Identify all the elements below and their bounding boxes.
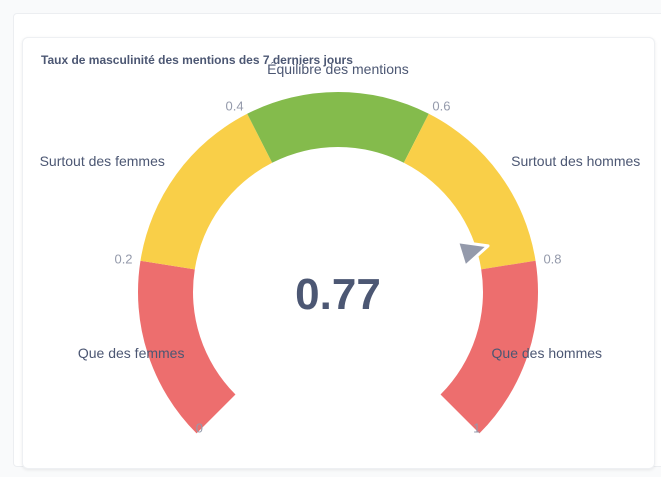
gauge-segment-labels: Que des femmes Surtout des femmes Équilibr…: [40, 61, 641, 361]
gauge-tick-label: 0: [196, 421, 203, 436]
gauge-needle: [455, 240, 490, 268]
gauge-segment-label: Équilibre des mentions: [267, 61, 409, 77]
card-title[interactable]: Taux de masculinité des mentions des 7 d…: [41, 53, 353, 67]
gauge-segment-3: [247, 92, 429, 163]
gauge-segments: [138, 92, 538, 434]
gauge-tick-label: 1: [473, 421, 480, 436]
gauge-tick-label: 0.8: [543, 251, 561, 266]
gauge-tick-labels: 0 0.2 0.4 0.6 0.8 1: [114, 99, 561, 436]
gauge-segment-label: Que des hommes: [492, 345, 603, 361]
gauge-value: 0.77: [295, 270, 381, 319]
gauge-segment-label: Que des femmes: [78, 345, 185, 361]
gauge-segment-1: [138, 260, 236, 434]
gauge-segment-5: [440, 260, 538, 434]
gauge-segment-label: Surtout des femmes: [40, 153, 165, 169]
gauge-segment-2: [140, 113, 273, 270]
gauge-needle-group: [455, 240, 490, 268]
gauge-tick-label: 0.4: [225, 99, 243, 114]
gauge-segment-4: [403, 113, 536, 270]
gauge-segment-label: Surtout des hommes: [511, 153, 640, 169]
gauge-tick-label: 0.6: [432, 99, 450, 114]
gauge-tick-label: 0.2: [114, 251, 132, 266]
